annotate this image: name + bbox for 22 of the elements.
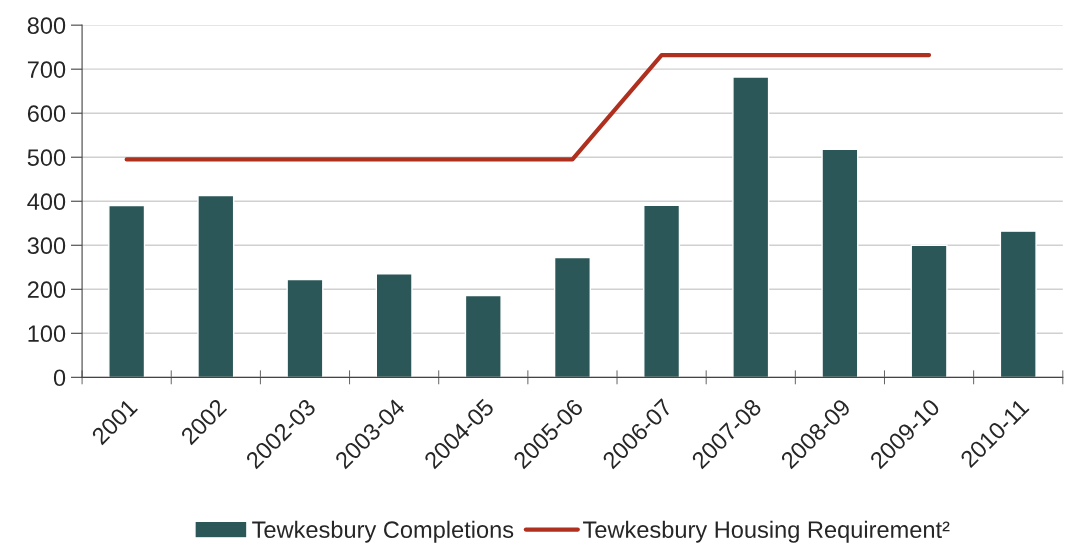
y-tick-label: 500 <box>27 149 66 167</box>
y-tick-label: 400 <box>27 193 66 211</box>
bar <box>464 294 502 378</box>
bar <box>197 194 235 378</box>
bar <box>999 230 1037 378</box>
y-tick-label: 800 <box>27 17 66 34</box>
bar <box>286 278 324 378</box>
y-tick-label: 200 <box>27 281 66 299</box>
bar <box>553 256 591 378</box>
bar <box>732 76 770 378</box>
y-tick-label: 700 <box>27 61 66 78</box>
bar <box>821 148 859 378</box>
y-tick-label: 0 <box>53 369 66 387</box>
y-tick-label: 100 <box>28 325 66 343</box>
bar <box>375 273 413 378</box>
legend-label: Tewkesbury Completions <box>252 520 514 543</box>
bar <box>108 204 146 378</box>
bar <box>643 204 681 378</box>
y-tick-label: 600 <box>27 105 66 122</box>
y-tick-label: 300 <box>27 237 66 255</box>
bar <box>910 244 948 378</box>
legend-label: Tewkesbury Housing Requirement² <box>583 520 950 543</box>
